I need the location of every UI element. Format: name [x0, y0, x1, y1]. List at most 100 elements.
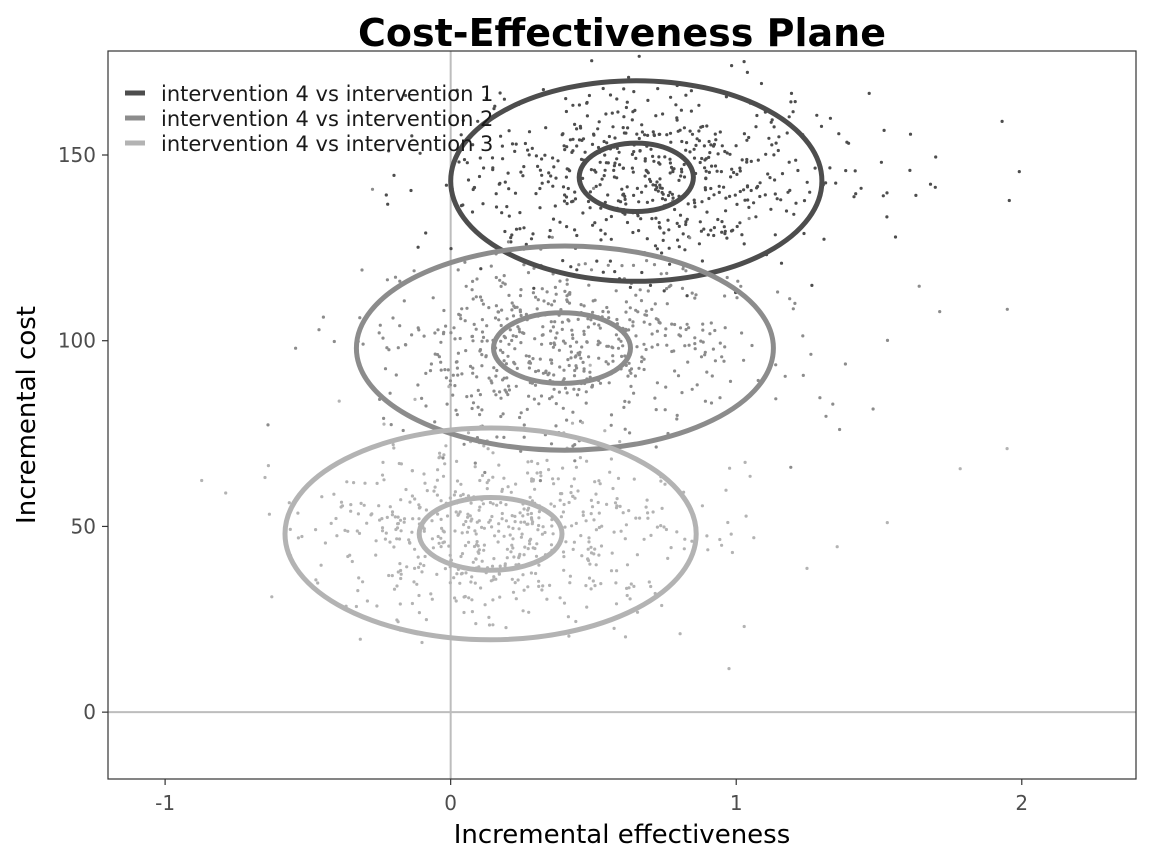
scatter-point	[545, 458, 549, 462]
scatter-point	[650, 307, 654, 311]
scatter-point	[447, 544, 451, 548]
scatter-point	[605, 141, 609, 145]
scatter-point	[629, 371, 633, 375]
scatter-point	[345, 480, 349, 484]
scatter-point	[694, 143, 698, 147]
scatter-point	[459, 133, 463, 137]
scatter-point	[393, 275, 398, 279]
scatter-point	[629, 582, 633, 586]
scatter-point	[576, 317, 580, 321]
scatter-point	[484, 354, 488, 358]
scatter-point	[528, 539, 532, 543]
scatter-point	[554, 424, 558, 428]
scatter-point	[399, 576, 403, 581]
scatter-point	[476, 388, 480, 392]
scatter-point	[570, 524, 574, 528]
scatter-point	[526, 522, 530, 526]
scatter-point	[442, 308, 446, 313]
scatter-point	[661, 192, 665, 196]
scatter-point	[718, 537, 722, 542]
scatter-point	[609, 569, 614, 573]
scatter-point	[828, 166, 832, 170]
scatter-point	[654, 317, 658, 321]
scatter-point	[609, 423, 613, 427]
scatter-point	[563, 193, 567, 197]
scatter-point	[654, 408, 658, 412]
scatter-point	[526, 271, 531, 275]
scatter-point	[506, 485, 510, 489]
scatter-point	[673, 369, 677, 373]
scatter-point	[374, 553, 378, 557]
scatter-point	[621, 166, 625, 170]
scatter-point	[390, 510, 395, 514]
scatter-point	[550, 361, 554, 365]
scatter-point	[658, 132, 662, 136]
scatter-point	[506, 240, 511, 244]
scatter-point	[501, 281, 505, 285]
scatter-point	[606, 310, 611, 314]
scatter-point	[391, 316, 395, 320]
scatter-point	[519, 170, 523, 174]
x-tick-label: 0	[444, 791, 457, 815]
scatter-point	[673, 322, 677, 327]
scatter-point	[712, 226, 717, 230]
scatter-point	[565, 282, 569, 286]
scatter-point	[637, 366, 641, 370]
scatter-point	[533, 487, 537, 491]
scatter-point	[447, 385, 451, 389]
scatter-point	[558, 220, 562, 224]
scatter-point	[492, 107, 496, 111]
scatter-point	[565, 418, 569, 422]
scatter-point	[774, 397, 778, 401]
scatter-point	[682, 175, 687, 179]
scatter-point	[551, 156, 555, 160]
scatter-point	[418, 151, 422, 155]
scatter-point	[596, 500, 600, 505]
scatter-point	[417, 611, 421, 615]
scatter-point	[589, 168, 594, 172]
scatter-point	[436, 328, 440, 332]
scatter-point	[643, 159, 647, 163]
scatter-point	[502, 534, 506, 538]
scatter-point	[504, 519, 508, 523]
scatter-point	[570, 150, 574, 154]
scatter-point	[768, 176, 772, 180]
scatter-point	[576, 489, 580, 493]
scatter-point	[502, 476, 506, 480]
scatter-point	[498, 595, 502, 599]
scatter-point	[600, 177, 604, 181]
scatter-point	[527, 153, 531, 157]
scatter-point	[597, 511, 601, 515]
scatter-point	[612, 168, 616, 172]
scatter-point	[475, 543, 479, 547]
scatter-point	[498, 181, 502, 185]
scatter-point	[296, 511, 300, 515]
scatter-point	[487, 520, 491, 524]
scatter-point	[522, 226, 526, 230]
scatter-point	[443, 462, 447, 466]
scatter-point	[474, 295, 478, 299]
scatter-point	[439, 545, 443, 549]
scatter-point	[697, 242, 702, 246]
scatter-point	[585, 114, 590, 118]
scatter-point	[822, 237, 826, 241]
scatter-point	[577, 387, 581, 392]
scatter-point	[567, 634, 571, 638]
scatter-point	[612, 626, 616, 631]
scatter-point	[523, 141, 528, 146]
scatter-point	[472, 322, 476, 326]
scatter-point	[470, 598, 474, 602]
scatter-point	[623, 197, 627, 201]
scatter-point	[497, 529, 501, 533]
scatter-point	[522, 507, 526, 511]
scatter-point	[460, 372, 464, 376]
scatter-point	[685, 294, 689, 298]
scatter-point	[538, 357, 542, 361]
scatter-point	[540, 588, 544, 592]
scatter-point	[698, 160, 702, 165]
scatter-point	[837, 132, 841, 136]
scatter-point	[516, 578, 520, 582]
scatter-point	[644, 184, 648, 188]
scatter-point	[540, 181, 544, 185]
scatter-point	[519, 535, 524, 539]
